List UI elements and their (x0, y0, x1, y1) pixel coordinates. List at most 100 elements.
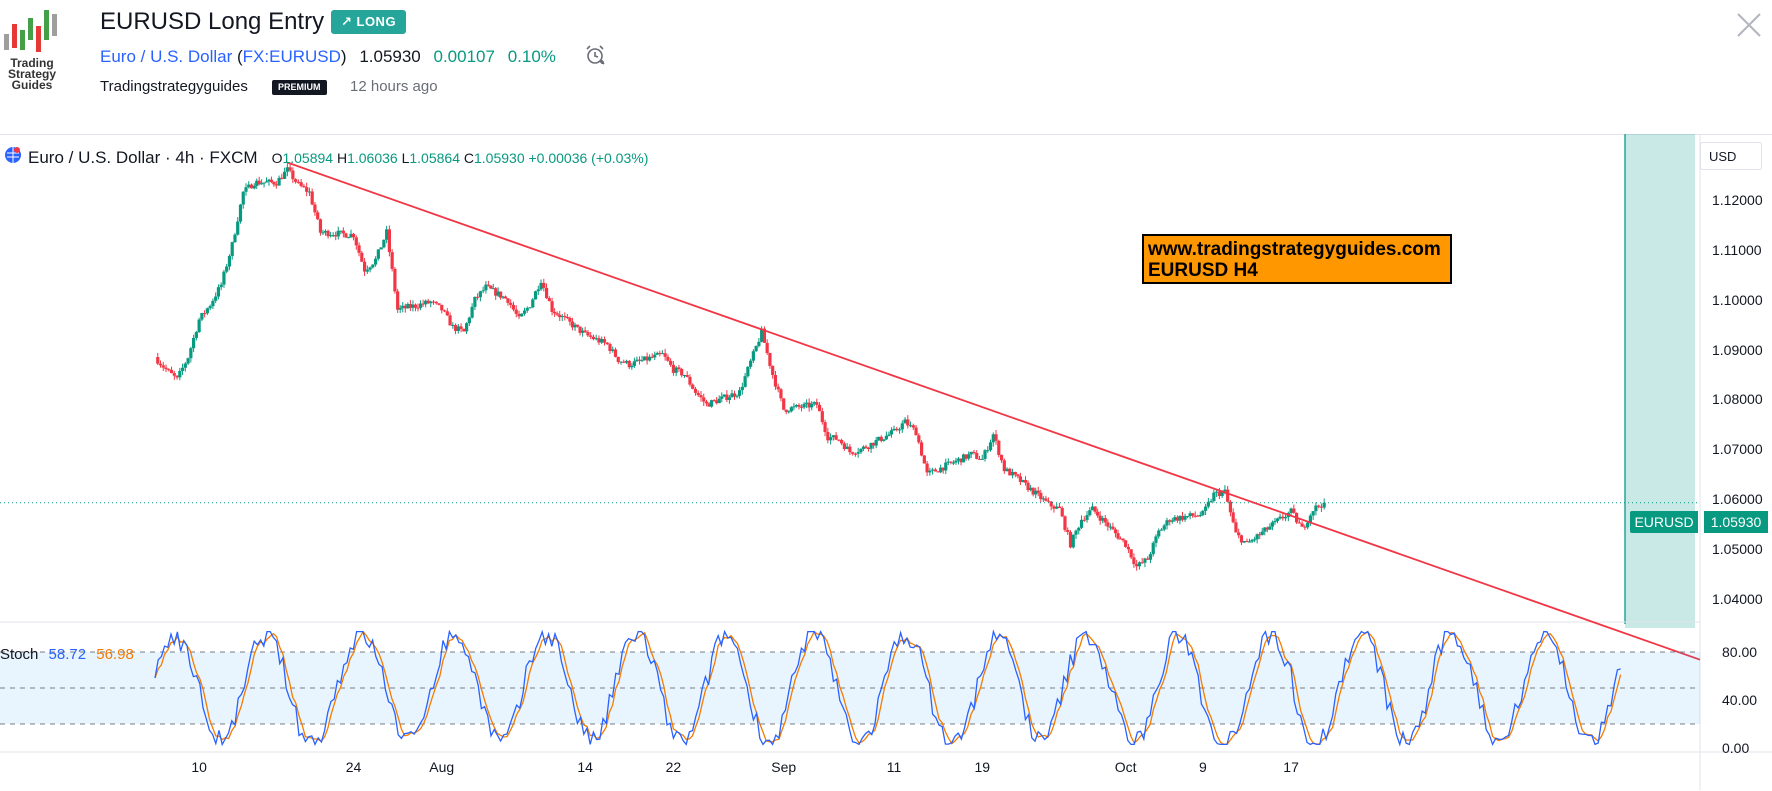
header-change-pct: 0.10% (507, 47, 556, 66)
premium-badge: PREMIUM (272, 80, 327, 95)
candle-body (1026, 482, 1030, 491)
candle-body (842, 443, 846, 450)
candle-body (424, 300, 428, 305)
candle-body (211, 300, 215, 307)
candle-body (1132, 557, 1136, 565)
candle-body (589, 335, 593, 337)
candle-body (555, 313, 559, 315)
candle-body (467, 317, 471, 324)
candle-body (299, 182, 303, 186)
candle-body (640, 360, 644, 362)
candle-body (542, 282, 546, 288)
candle-body (674, 367, 678, 373)
candle-body (740, 386, 744, 391)
legend-open: 1.05894 (282, 149, 334, 166)
price-axis-label: 1.08000 (1712, 391, 1763, 408)
chart-canvas[interactable] (0, 134, 1772, 790)
symbol-code-link[interactable]: FX:EURUSD (242, 47, 341, 66)
candle-body (494, 288, 498, 296)
highlight-zone (1625, 134, 1695, 628)
candle-body (671, 364, 676, 373)
author-link[interactable]: Tradingstrategyguides (100, 78, 248, 95)
candle-body (464, 323, 469, 332)
candle-body (999, 454, 1004, 461)
stoch-legend: Stoch 58.72 56.98 (0, 646, 134, 663)
candle-body (653, 354, 657, 358)
legend-open-label: O (271, 149, 283, 166)
price-axis-label: 1.05000 (1712, 541, 1763, 558)
candle-body (1143, 558, 1147, 563)
candle-body (1090, 506, 1095, 511)
candle-body (802, 403, 806, 408)
price-axis-label: 1.09000 (1712, 341, 1763, 358)
candle-body (305, 187, 309, 192)
candle-body (362, 261, 367, 272)
candle-body (1140, 562, 1144, 564)
alarm-clock-icon[interactable] (584, 44, 606, 71)
candle-body (1044, 498, 1048, 501)
annotation-line-1: www.tradingstrategyguides.com (1148, 239, 1441, 260)
candle-body (1098, 515, 1102, 521)
candle-body (1311, 511, 1315, 516)
stoch-name[interactable]: Stoch (0, 646, 39, 663)
legend-symbol[interactable]: Euro / U.S. Dollar · 4h · FXCM (28, 147, 258, 167)
candle-body (249, 184, 254, 189)
candle-body (988, 442, 993, 451)
candle-body (1260, 531, 1264, 535)
candle-body (712, 400, 716, 402)
candle-body (252, 185, 256, 189)
candle-body (560, 316, 564, 318)
stoch-k-line (154, 629, 1621, 747)
candle-body (180, 367, 185, 371)
candle-body (203, 313, 207, 315)
candle-body (702, 397, 706, 402)
candle-body (294, 179, 298, 182)
candle-body (533, 291, 538, 300)
candle-body (1016, 474, 1020, 477)
candle-body (216, 287, 221, 297)
candle-body (269, 179, 274, 182)
currency-button[interactable]: USD (1700, 142, 1762, 170)
close-icon[interactable] (1734, 10, 1764, 40)
candle-body (575, 324, 580, 327)
candle-body (326, 230, 330, 237)
candle-body (717, 398, 721, 404)
price-tag-value: 1.05930 (1704, 511, 1768, 533)
candle-body (693, 388, 698, 393)
candle-body (476, 296, 480, 298)
candle-body (688, 376, 692, 385)
candle-body (570, 321, 575, 328)
candle-body (329, 235, 333, 237)
candle-body (1074, 530, 1078, 535)
candle-body (1060, 508, 1064, 517)
candle-body (1265, 527, 1269, 530)
candle-body (230, 242, 234, 256)
candle-body (169, 369, 174, 374)
header-price: 1.05930 (359, 47, 421, 66)
candle-body (704, 401, 709, 404)
candle-body (486, 284, 490, 286)
candle-body (949, 461, 953, 463)
candle-body (511, 304, 516, 310)
candle-body (928, 470, 932, 473)
candle-body (222, 271, 226, 285)
candle-body (360, 252, 364, 262)
candle-body (406, 304, 410, 309)
candle-body (396, 291, 400, 310)
candle-body (903, 419, 907, 424)
candle-body (680, 368, 684, 376)
candle-body (565, 317, 569, 319)
candle-body (1071, 534, 1075, 548)
candle-body (583, 330, 587, 333)
candle-body (1154, 536, 1158, 543)
price-axis-label: 1.12000 (1712, 191, 1763, 208)
candle-body (200, 313, 204, 320)
candle-body (205, 308, 209, 314)
legend-high: 1.06036 (347, 149, 398, 166)
candle-body (499, 291, 503, 298)
candle-body (1077, 527, 1081, 531)
candle-body (255, 180, 259, 186)
symbol-name-link[interactable]: Euro / U.S. Dollar (100, 47, 233, 66)
candle-body (1306, 522, 1310, 528)
candle-body (354, 237, 358, 246)
